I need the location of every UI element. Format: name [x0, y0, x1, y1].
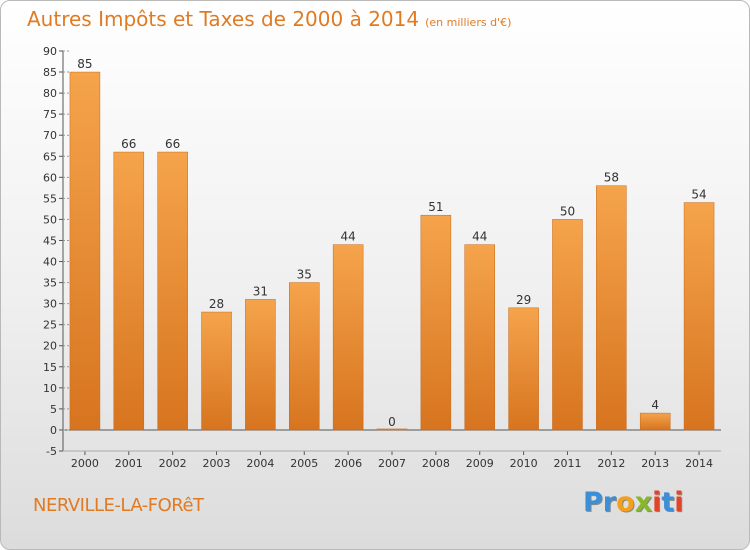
y-tick-label: 10	[43, 382, 57, 395]
bar	[113, 151, 145, 431]
data-label: 0	[388, 415, 396, 429]
x-tick-label: 2013	[641, 457, 669, 470]
data-label: 51	[428, 200, 443, 214]
chart-unit-label: (en milliers d'€)	[425, 16, 512, 29]
bar	[332, 244, 364, 431]
chart-title: Autres Impôts et Taxes de 2000 à 2014 (en…	[27, 7, 511, 31]
bar	[376, 428, 408, 431]
y-tick-label: 80	[43, 87, 57, 100]
x-tick-label: 2006	[334, 457, 362, 470]
y-tick-label: 25	[43, 319, 57, 332]
commune-name: NERVILLE-LA-FORêT	[33, 495, 204, 516]
x-tick-label: 2005	[290, 457, 318, 470]
x-tick-label: 2010	[510, 457, 538, 470]
data-label: 31	[253, 284, 268, 298]
x-tick-label: 2014	[685, 457, 713, 470]
data-label: 66	[165, 137, 180, 151]
bar	[683, 202, 715, 431]
data-label: 4	[651, 398, 659, 412]
bar	[552, 219, 583, 431]
bar	[157, 151, 188, 431]
x-tick-label: 2009	[466, 457, 494, 470]
x-tick-label: 2012	[597, 457, 625, 470]
logo-letter: x	[634, 487, 653, 518]
y-tick-label: 90	[43, 45, 57, 58]
x-tick-label: 2002	[159, 457, 187, 470]
logo-letter: i	[652, 487, 662, 518]
y-tick-label: 75	[43, 108, 57, 121]
y-tick-label: 15	[43, 361, 57, 374]
y-tick-label: 55	[43, 192, 57, 205]
data-label: 54	[691, 188, 706, 202]
x-tick-label: 2004	[246, 457, 274, 470]
x-tick-label: 2007	[378, 457, 406, 470]
data-label: 29	[516, 293, 531, 307]
x-tick-label: 2011	[553, 457, 581, 470]
y-tick-label: 40	[43, 256, 57, 269]
bar	[464, 244, 495, 431]
logo-letter: o	[616, 487, 635, 518]
bar	[69, 71, 101, 431]
chart-title-text: Autres Impôts et Taxes de 2000 à 2014	[27, 7, 420, 31]
y-tick-label: 5	[50, 403, 57, 416]
y-tick-label: 0	[50, 424, 57, 437]
y-tick-label: 60	[43, 171, 57, 184]
data-label: 85	[77, 57, 92, 71]
data-label: 58	[604, 171, 619, 185]
bar	[245, 299, 276, 431]
data-label: 44	[472, 230, 487, 244]
logo-letter: t	[661, 487, 675, 518]
y-tick-label: 65	[43, 150, 57, 163]
y-tick-label: 20	[43, 340, 57, 353]
logo-letter: r	[602, 487, 617, 518]
bar	[508, 307, 539, 431]
logo-letter: P	[583, 487, 603, 518]
data-label: 35	[297, 268, 312, 282]
x-tick-label: 2001	[115, 457, 143, 470]
data-label: 28	[209, 297, 224, 311]
data-label: 66	[121, 137, 136, 151]
bar	[201, 311, 232, 431]
logo-letter: i	[674, 487, 684, 518]
x-tick-label: 2003	[203, 457, 231, 470]
y-tick-label: 50	[43, 213, 57, 226]
y-tick-label: 70	[43, 129, 57, 142]
y-tick-label: -5	[46, 445, 57, 458]
bar	[639, 412, 671, 431]
data-label: 50	[560, 204, 575, 218]
data-label: 44	[340, 230, 355, 244]
bar	[596, 185, 627, 431]
proxiti-logo: Proxiti	[583, 487, 684, 518]
y-tick-label: 35	[43, 277, 57, 290]
x-tick-label: 2000	[71, 457, 99, 470]
bar	[289, 282, 320, 431]
x-tick-label: 2008	[422, 457, 450, 470]
y-tick-label: 30	[43, 298, 57, 311]
bar	[420, 214, 452, 431]
y-tick-label: 45	[43, 234, 57, 247]
y-tick-label: 85	[43, 66, 57, 79]
